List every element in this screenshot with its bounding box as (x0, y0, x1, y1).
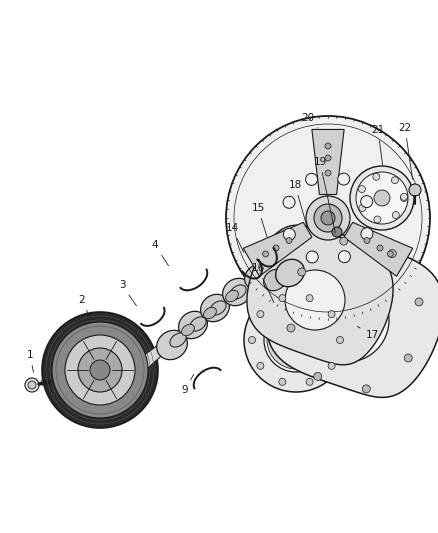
Polygon shape (243, 222, 312, 276)
Circle shape (392, 177, 399, 184)
Text: 22: 22 (399, 123, 413, 179)
Text: 20: 20 (301, 113, 318, 128)
Circle shape (325, 170, 331, 176)
Ellipse shape (226, 290, 238, 302)
Polygon shape (247, 225, 393, 365)
Circle shape (314, 204, 342, 232)
Circle shape (306, 378, 313, 385)
Ellipse shape (204, 307, 216, 319)
Circle shape (273, 245, 279, 251)
Circle shape (65, 335, 135, 405)
Circle shape (332, 227, 342, 237)
Circle shape (306, 251, 318, 263)
Circle shape (314, 373, 322, 381)
Circle shape (321, 211, 335, 225)
Text: 15: 15 (251, 203, 267, 237)
Ellipse shape (190, 317, 206, 331)
Circle shape (42, 312, 158, 428)
Text: 21: 21 (371, 125, 385, 165)
Circle shape (325, 143, 331, 149)
Circle shape (415, 298, 423, 306)
Circle shape (90, 360, 110, 380)
Circle shape (373, 173, 380, 180)
Polygon shape (266, 232, 438, 398)
Text: 3: 3 (119, 280, 136, 306)
Ellipse shape (182, 324, 194, 336)
Circle shape (377, 245, 383, 251)
Circle shape (350, 166, 414, 230)
Circle shape (325, 155, 331, 161)
Circle shape (358, 185, 365, 192)
Text: 2: 2 (79, 295, 89, 316)
Circle shape (28, 381, 36, 389)
Ellipse shape (264, 269, 286, 290)
Circle shape (306, 196, 350, 240)
Text: 4: 4 (152, 240, 169, 265)
Circle shape (279, 378, 286, 385)
Circle shape (286, 238, 292, 244)
Circle shape (356, 172, 408, 224)
Circle shape (409, 184, 421, 196)
Circle shape (244, 288, 348, 392)
Circle shape (25, 378, 39, 392)
Text: 14: 14 (226, 223, 244, 253)
Circle shape (283, 196, 295, 208)
Circle shape (78, 348, 122, 392)
Circle shape (374, 190, 390, 206)
Circle shape (305, 278, 389, 362)
Circle shape (404, 354, 412, 362)
Circle shape (263, 251, 268, 257)
Text: 9: 9 (182, 374, 194, 395)
Text: 1: 1 (27, 350, 33, 372)
Circle shape (298, 268, 306, 276)
Ellipse shape (170, 333, 186, 347)
Polygon shape (312, 130, 344, 195)
Circle shape (362, 385, 370, 393)
Circle shape (287, 324, 295, 332)
Circle shape (359, 205, 366, 212)
Text: 16: 16 (251, 263, 274, 302)
Ellipse shape (223, 278, 251, 306)
Circle shape (400, 193, 407, 200)
Circle shape (226, 116, 430, 320)
Circle shape (388, 249, 396, 257)
Circle shape (257, 362, 264, 369)
Ellipse shape (157, 330, 187, 360)
Ellipse shape (276, 260, 304, 287)
Circle shape (400, 195, 407, 201)
Circle shape (387, 251, 393, 257)
Circle shape (340, 237, 348, 245)
Polygon shape (344, 222, 413, 276)
Circle shape (328, 311, 335, 318)
Circle shape (279, 295, 286, 302)
Circle shape (364, 238, 370, 244)
Circle shape (338, 173, 350, 185)
Circle shape (285, 270, 345, 330)
Circle shape (336, 336, 343, 343)
Circle shape (257, 311, 264, 318)
Circle shape (306, 173, 318, 185)
Circle shape (264, 308, 328, 372)
Ellipse shape (179, 311, 207, 338)
Circle shape (361, 228, 373, 240)
Text: 17: 17 (357, 326, 378, 340)
Circle shape (328, 362, 335, 369)
Ellipse shape (245, 264, 272, 290)
Circle shape (52, 322, 148, 418)
Ellipse shape (201, 294, 230, 322)
Ellipse shape (230, 285, 246, 299)
Circle shape (339, 251, 350, 263)
Circle shape (360, 196, 373, 207)
Circle shape (306, 295, 313, 302)
Ellipse shape (210, 301, 226, 315)
Circle shape (267, 311, 325, 369)
Polygon shape (140, 340, 168, 368)
Text: 19: 19 (313, 157, 336, 233)
Circle shape (283, 229, 295, 240)
Circle shape (248, 336, 255, 343)
Circle shape (374, 216, 381, 223)
Circle shape (312, 285, 382, 355)
Circle shape (392, 212, 399, 219)
Text: 18: 18 (288, 180, 307, 228)
